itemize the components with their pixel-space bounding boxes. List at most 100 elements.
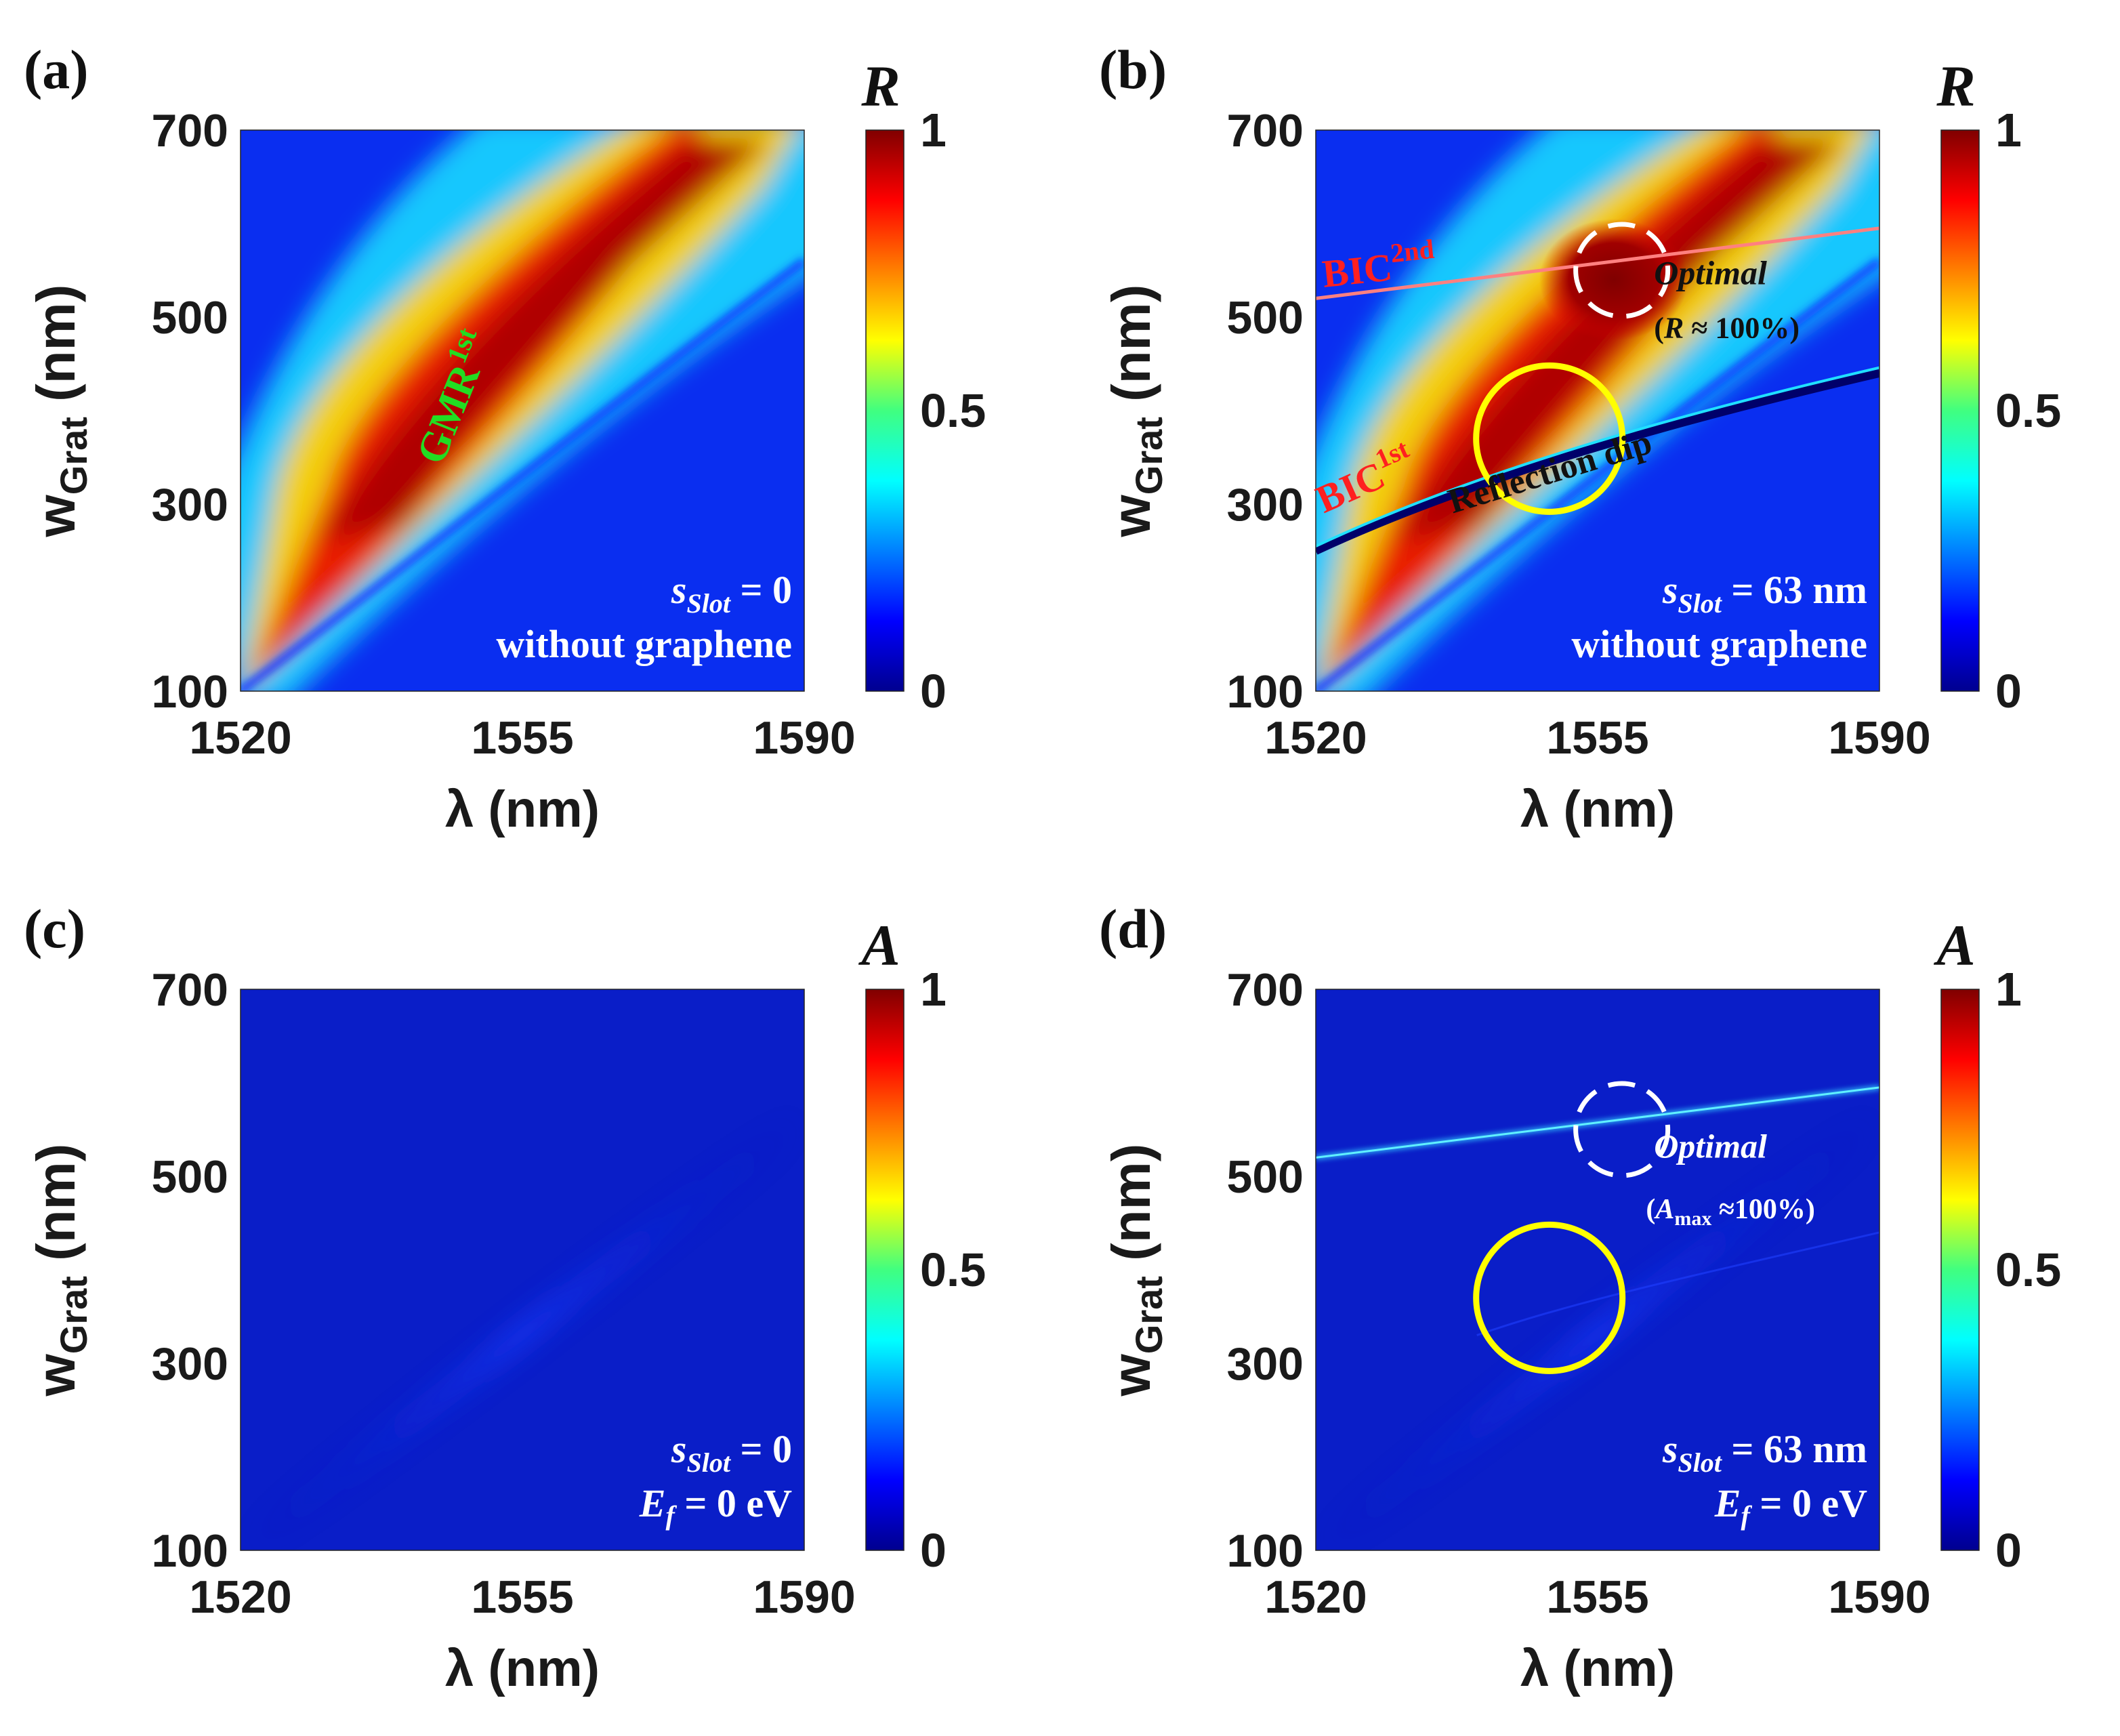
optimal-open: (	[1646, 1194, 1655, 1225]
x-tick-label: 1555	[1546, 712, 1648, 764]
bic-1st-line	[1476, 1231, 1879, 1337]
y-axis-label-sub: Grat	[1127, 417, 1170, 495]
colorbar	[1940, 989, 1980, 1551]
panel-d: (d) 1520 1555 1590 100 300 500 700 λ (nm) wGrat (…	[1099, 898, 2061, 1697]
y-tick-label: 700	[152, 964, 228, 1016]
y-tick-label: 500	[152, 292, 228, 344]
y-tick-label: 700	[1227, 105, 1304, 157]
y-tick-label: 700	[1227, 964, 1304, 1016]
y-axis-label-main: w	[1101, 1353, 1161, 1397]
absorption-ridge	[1316, 1109, 1879, 1550]
x-tick-label: 1555	[471, 1571, 573, 1623]
x-tick-label: 1590	[1828, 1571, 1930, 1623]
colorbar-tick-label: 0	[920, 1524, 947, 1577]
note-s: s	[671, 1427, 687, 1471]
note-line-2: Ef = 0 eV	[639, 1481, 792, 1531]
panel-label: (d)	[1099, 898, 1167, 959]
panel-label: (b)	[1099, 39, 1167, 100]
note-line-1: sSlot = 63 nm	[1662, 568, 1867, 619]
x-tick-label: 1555	[1546, 1571, 1648, 1623]
note-line-2: without graphene	[496, 622, 792, 666]
note-s-sub: Slot	[686, 588, 731, 619]
note-ef-sub: f	[1741, 1500, 1752, 1531]
note-line-1: sSlot = 0	[671, 1427, 792, 1478]
note-s-value: = 63 nm	[1722, 1427, 1867, 1471]
gmr-band	[1316, 130, 1879, 691]
panel-b: (b) 1520 1555 1590 100 300 500 700 λ (nm) wGrat (…	[1099, 39, 2061, 838]
note-s-value: = 0	[730, 1427, 792, 1471]
colorbar	[865, 989, 905, 1551]
y-tick-label: 700	[152, 105, 228, 157]
panel-label: (c)	[24, 898, 85, 959]
colorbar	[1940, 129, 1980, 692]
optimal-dashed-circle	[1573, 1081, 1671, 1178]
panel-a: (a) 1520 1555 1590 100 300 500 700 λ (nm) wGrat (…	[24, 39, 986, 838]
optimal-label: Optimal	[1654, 1127, 1767, 1165]
note-ef-value: = 0 eV	[1750, 1481, 1867, 1525]
heatmap	[1316, 130, 1879, 691]
note-ef: E	[1714, 1481, 1741, 1525]
y-tick-label: 500	[1227, 1151, 1304, 1203]
optimal-value: (Amax ≈100%)	[1646, 1194, 1815, 1230]
y-axis-label: wGrat (nm)	[26, 1144, 95, 1397]
y-tick-label: 100	[152, 1525, 228, 1577]
x-tick-label: 1590	[1828, 712, 1930, 764]
note-ef: E	[639, 1481, 666, 1525]
optimal-value: (R ≈ 100%)	[1654, 311, 1800, 344]
heatmap	[241, 989, 804, 1550]
colorbar-tick-label: 0.5	[1995, 384, 2061, 437]
y-axis-label-sub: Grat	[52, 1276, 95, 1354]
colorbar-tick-label: 1	[920, 963, 947, 1016]
heatmap-background	[1316, 989, 1879, 1550]
bic-2nd-line	[1316, 226, 1879, 300]
note-s-sub: Slot	[1678, 1447, 1722, 1478]
y-tick-label: 300	[152, 1338, 228, 1390]
optimal-open: (	[1654, 311, 1664, 344]
colorbar-tick-label: 1	[920, 104, 947, 157]
plot-frame	[1315, 129, 1880, 692]
y-tick-label: 300	[152, 479, 228, 531]
colorbar-tick-label: 0.5	[1995, 1243, 2061, 1296]
y-axis-label-main: w	[1101, 494, 1161, 537]
y-tick-label: 100	[1227, 1525, 1304, 1577]
panel-label: (a)	[24, 39, 89, 100]
note-s-value: = 0	[730, 568, 792, 612]
note-line-1: sSlot = 0	[671, 568, 792, 619]
panel-c: (c) 1520 1555 1590 100 300 500 700 λ (nm) wGrat (…	[24, 898, 986, 1697]
colorbar-tick-label: 0.5	[920, 384, 986, 437]
plot-frame	[240, 989, 805, 1551]
bic-2nd-sup: 2nd	[1389, 234, 1436, 268]
colorbar-title: R	[1936, 54, 1975, 119]
y-axis-label-main: w	[26, 494, 86, 537]
y-tick-label: 300	[1227, 1338, 1304, 1390]
x-axis-label: λ (nm)	[1520, 1640, 1675, 1697]
colorbar-tick-label: 0	[1995, 665, 2022, 718]
colorbar-title: R	[860, 54, 900, 119]
heatmap-background	[241, 989, 804, 1550]
colorbar-tick-label: 0	[1995, 1524, 2022, 1577]
note-line-2: Ef = 0 eV	[1714, 1481, 1867, 1531]
optimal-var: A	[1653, 1194, 1674, 1225]
y-axis-label-unit: (nm)	[26, 285, 86, 402]
y-axis-label-sub: Grat	[1127, 1276, 1170, 1354]
gmr-band	[241, 130, 804, 691]
bic-2nd-line	[1316, 1086, 1879, 1159]
colorbar	[865, 129, 905, 692]
y-tick-label: 300	[1227, 479, 1304, 531]
note-s: s	[671, 568, 687, 612]
y-axis-label-unit: (nm)	[1101, 1144, 1161, 1261]
optimal-rest: ≈100%)	[1711, 1194, 1815, 1225]
optimal-rest: ≈ 100%)	[1684, 311, 1800, 344]
note-s-sub: Slot	[1678, 588, 1722, 619]
x-axis-label: λ (nm)	[445, 781, 600, 838]
note-ef-sub: f	[665, 1500, 677, 1531]
colorbar-title: A	[858, 913, 900, 978]
colorbar-title: A	[1933, 913, 1975, 978]
heatmap	[241, 130, 804, 691]
optimal-var-sub: max	[1674, 1207, 1711, 1230]
heatmap	[1316, 989, 1879, 1550]
bic-2nd-main: BIC	[1320, 245, 1394, 295]
optimal-hotspot	[1539, 218, 1688, 341]
x-axis-label: λ (nm)	[445, 1640, 600, 1697]
x-tick-label: 1555	[471, 712, 573, 764]
